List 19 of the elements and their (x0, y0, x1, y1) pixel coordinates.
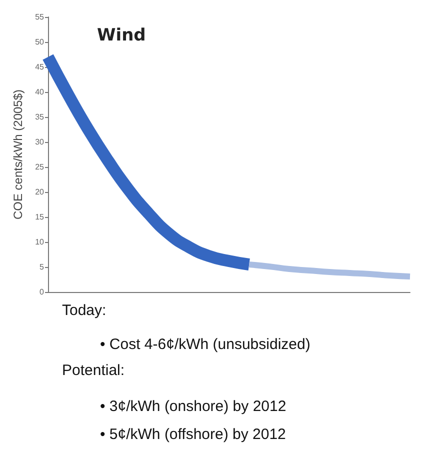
y-tick-label: 35 (35, 112, 45, 122)
y-tick-label: 10 (35, 238, 45, 246)
text: Today: (62, 302, 106, 319)
y-tick-label: 20 (35, 188, 45, 196)
text: • 3¢/kWh (onshore) by 2012 (100, 398, 286, 415)
y-tick-label: 50 (35, 38, 45, 46)
y-tick-label: 5 (40, 262, 45, 272)
y-tick-label: 55 (35, 12, 45, 22)
y-tick-label: 40 (35, 88, 45, 96)
y-tick-label: 0 (40, 288, 45, 296)
y-tick-label: 30 (35, 138, 45, 146)
text: Potential: (62, 362, 125, 379)
text: • Cost 4-6¢/kWh (unsubsidized) (100, 336, 310, 353)
y-tick-label: 25 (35, 162, 45, 172)
y-tick-label: 15 (35, 212, 45, 222)
text: Wind (97, 26, 146, 46)
text: • 5¢/kWh (offshore) by 2012 (100, 426, 286, 443)
y-axis-title: COE cents/kWh (2005$) (11, 89, 25, 220)
y-tick-label: 45 (35, 62, 45, 72)
